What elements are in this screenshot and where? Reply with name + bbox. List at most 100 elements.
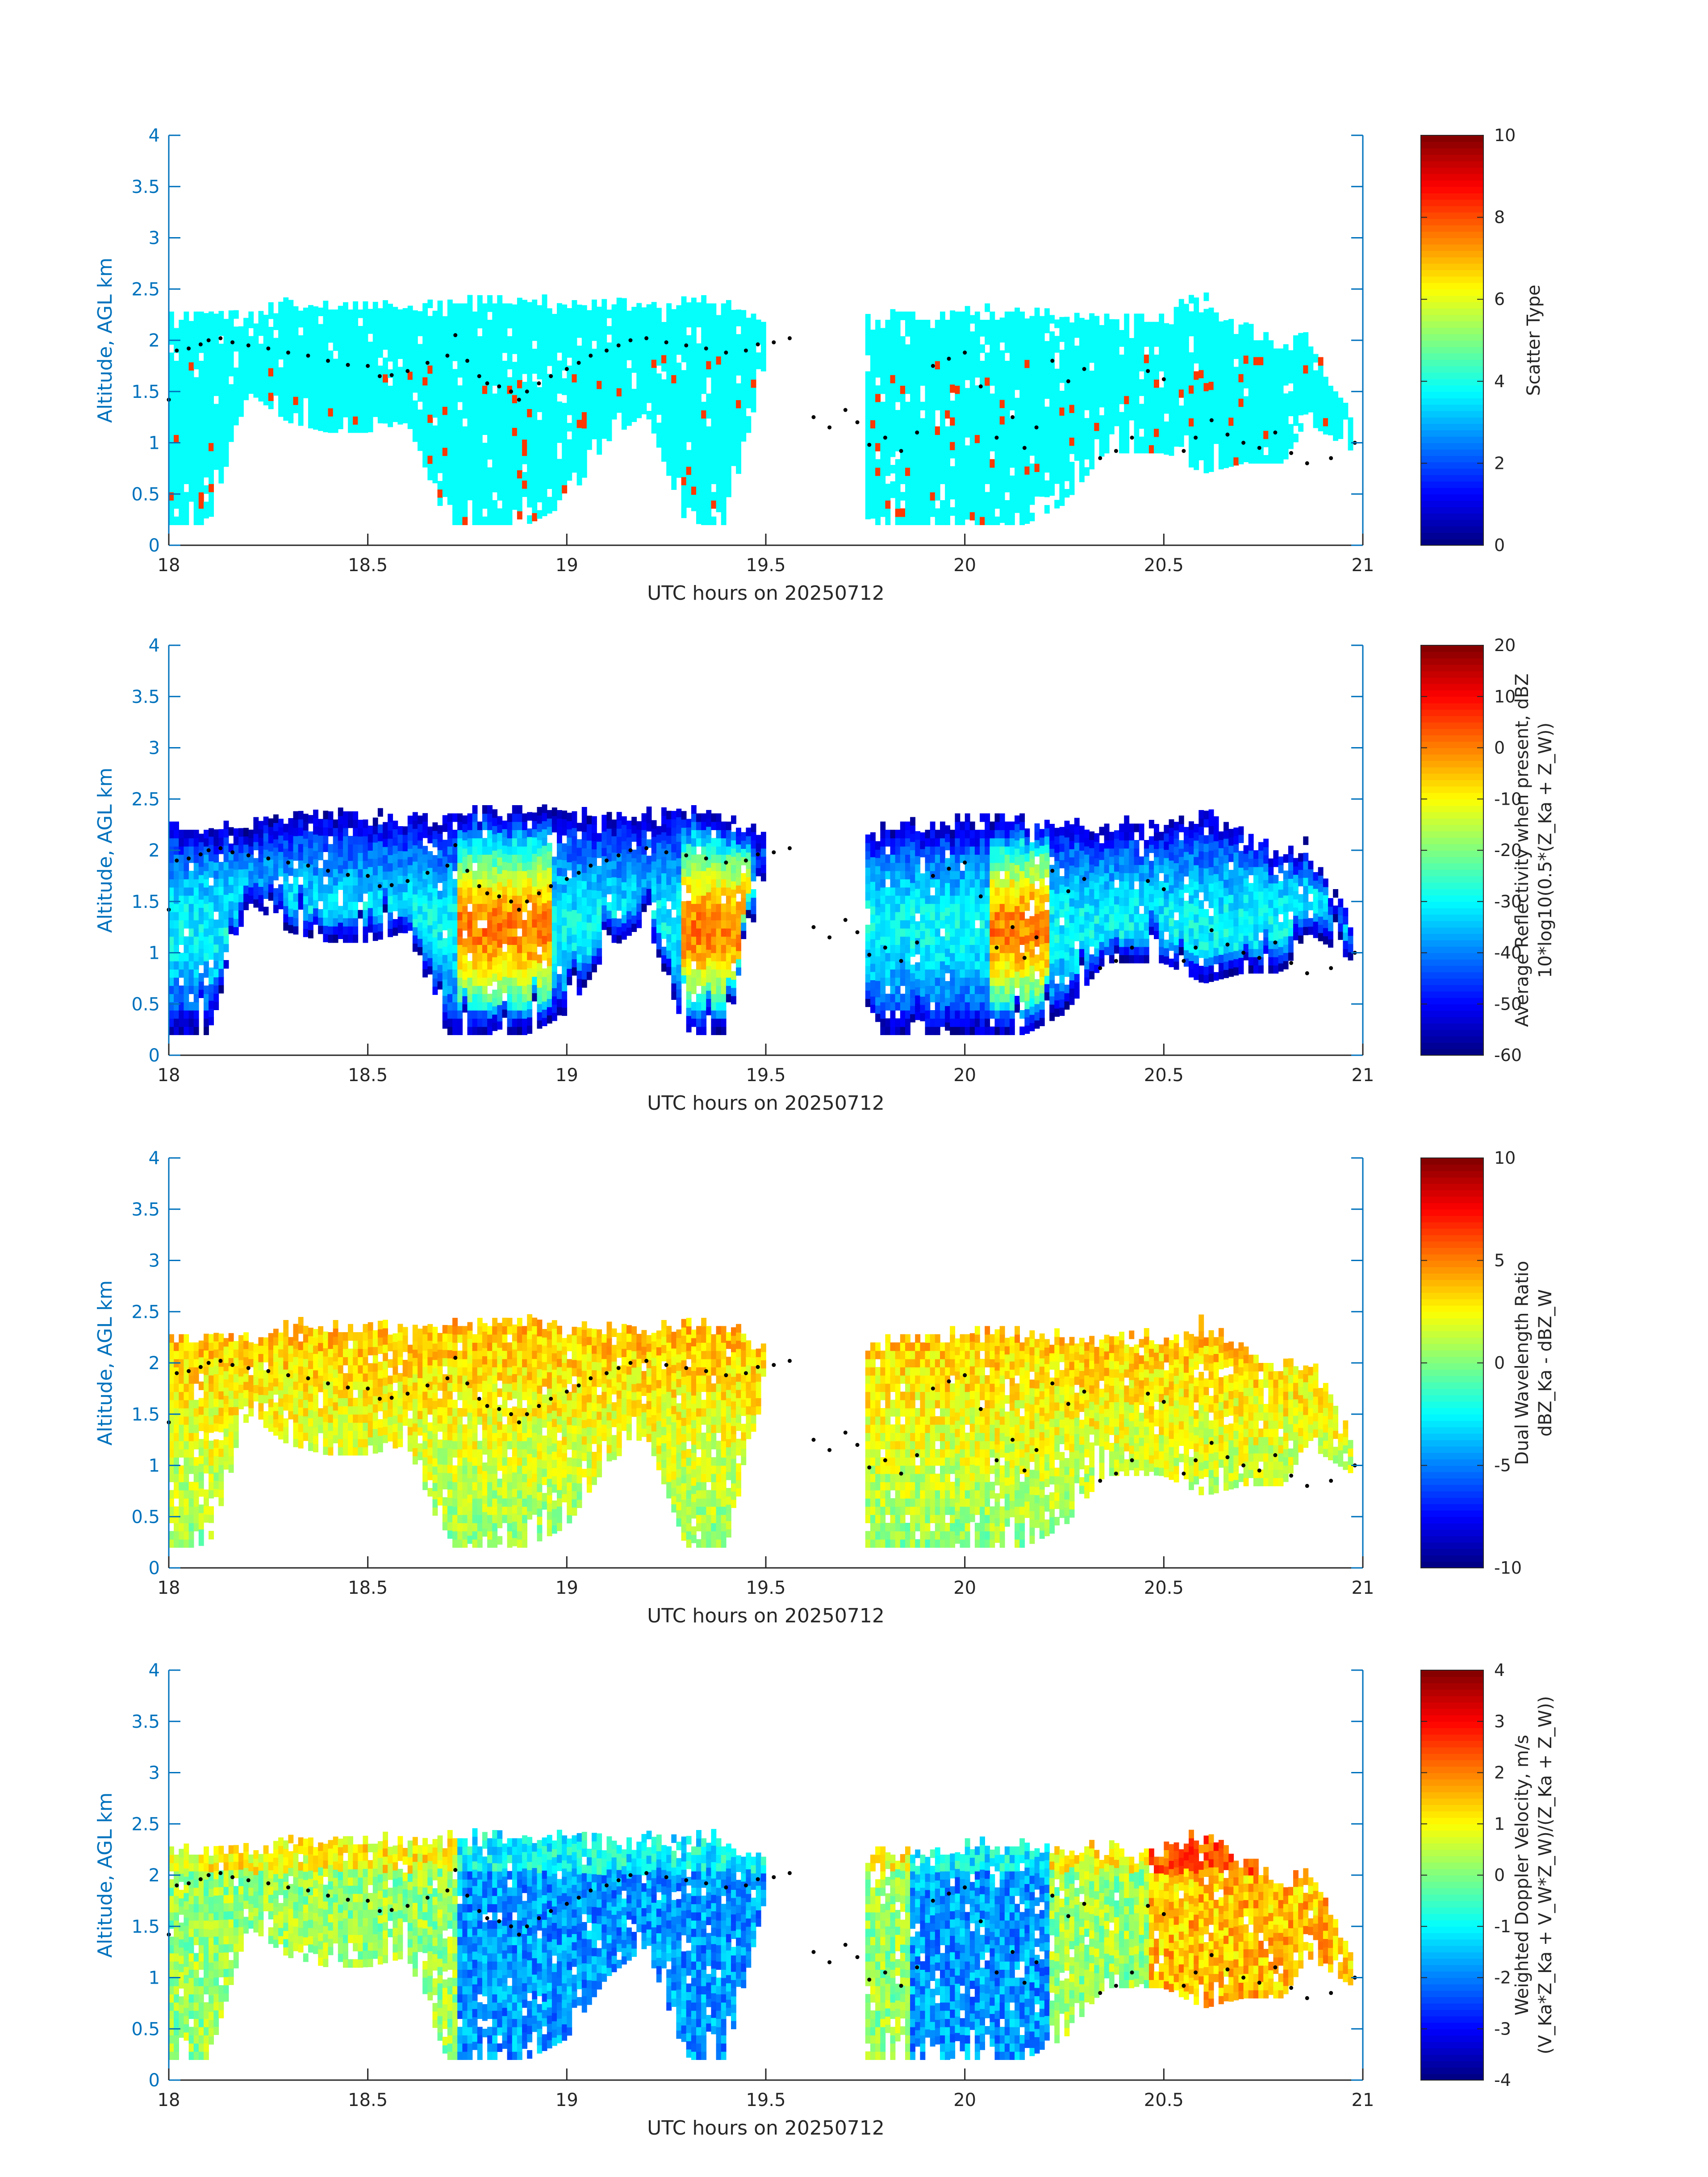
heatmap-cell [616,322,622,331]
heatmap-cell [586,433,592,442]
heatmap-cell [1094,406,1100,415]
heatmap-cell [885,360,891,370]
heatmap-cell [1233,375,1239,384]
heatmap-cell [487,401,493,410]
heatmap-cell [198,874,204,883]
heatmap-cell [223,384,229,393]
heatmap-cell [348,367,353,376]
heatmap-cell [1139,387,1144,396]
heatmap-cell [1044,390,1050,399]
heatmap-cell [1054,434,1060,443]
heatmap-cell [1109,426,1115,435]
heatmap-cell [188,411,194,420]
heatmap-cell [925,500,931,509]
heatmap-cell [940,500,945,509]
heatmap-cell [418,815,423,824]
heatmap-cell [248,336,254,345]
heatmap-cell [527,343,533,352]
heatmap-cell [1278,397,1284,406]
heatmap-cell [920,418,926,427]
heatmap-cell [1089,387,1095,396]
heatmap-cell [512,329,518,338]
heatmap-cell [1224,402,1229,411]
heatmap-cell [969,422,975,430]
heatmap-cell [1069,363,1075,372]
heatmap-cell [1208,348,1214,357]
heatmap-cell [1238,423,1244,432]
heatmap-cell [179,393,184,402]
cloud-base-marker [366,364,370,368]
heatmap-cell [1293,417,1299,426]
cloud-base-marker [724,351,728,355]
heatmap-cell [671,432,677,441]
heatmap-cell [193,879,199,888]
heatmap-cell [179,336,184,345]
heatmap-cell [512,468,518,477]
heatmap-cell [482,369,488,378]
heatmap-cell [741,392,747,401]
heatmap-cell [1039,381,1045,390]
heatmap-cell [169,985,174,994]
heatmap-cell [184,994,189,1003]
heatmap-cell [1064,431,1070,440]
heatmap-cell [741,367,747,376]
heatmap-cell [601,356,607,365]
heatmap-cell [1224,345,1229,354]
heatmap-cell [447,455,453,464]
heatmap-cell [985,426,990,435]
heatmap-cell [169,328,174,337]
heatmap-cell [746,391,752,400]
heatmap-cell [955,311,960,320]
heatmap-cell [736,457,741,466]
heatmap-cell [681,444,687,453]
heatmap-cell [581,338,587,347]
heatmap-cell [741,408,747,417]
heatmap-cell [1104,313,1110,322]
heatmap-cell [985,303,990,312]
heatmap-cell [457,320,463,329]
heatmap-cell [1268,405,1274,415]
heatmap-cell [691,453,697,462]
heatmap-cell [1273,365,1279,374]
heatmap-cell [204,936,209,945]
heatmap-cell [547,464,552,473]
heatmap-cell [1253,414,1259,423]
heatmap-cell [353,877,359,886]
heatmap-cell [681,313,687,322]
heatmap-cell [238,392,244,401]
heatmap-cell [626,343,632,352]
heatmap-cell [746,334,752,343]
heatmap-cell [432,327,438,336]
heatmap-cell [213,895,219,904]
heatmap-cell [477,410,483,419]
heatmap-cell [1323,393,1328,402]
heatmap-cell [497,435,503,443]
heatmap-cell [427,398,433,407]
heatmap-cell [517,412,522,421]
heatmap-cell [706,443,712,451]
heatmap-cell [209,508,214,517]
heatmap-cell [412,384,418,393]
heatmap-cell [188,452,194,461]
heatmap-cell [1029,488,1035,497]
heatmap-cell [671,448,677,457]
heatmap-cell [1004,344,1010,353]
heatmap-cell [671,473,677,482]
heatmap-cell [935,475,940,485]
heatmap-cell [338,396,343,405]
heatmap-cell [273,371,279,380]
heatmap-cell [581,428,587,437]
heatmap-cell [204,994,209,1003]
heatmap-cell [895,492,901,501]
heatmap-cell [383,855,388,864]
heatmap-cell [562,403,568,412]
heatmap-cell [407,840,413,849]
heatmap-cell [537,395,543,404]
heatmap-cell [696,466,702,475]
heatmap-cell [268,867,274,876]
heatmap-cell [557,377,562,386]
heatmap-cell [691,330,697,339]
heatmap-cell [492,336,498,345]
heatmap-cell [626,401,632,409]
heatmap-cell [367,415,373,424]
